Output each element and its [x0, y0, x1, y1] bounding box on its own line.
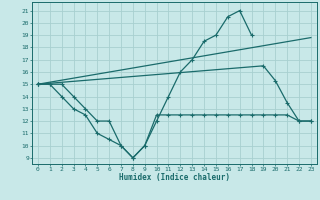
X-axis label: Humidex (Indice chaleur): Humidex (Indice chaleur)	[119, 173, 230, 182]
